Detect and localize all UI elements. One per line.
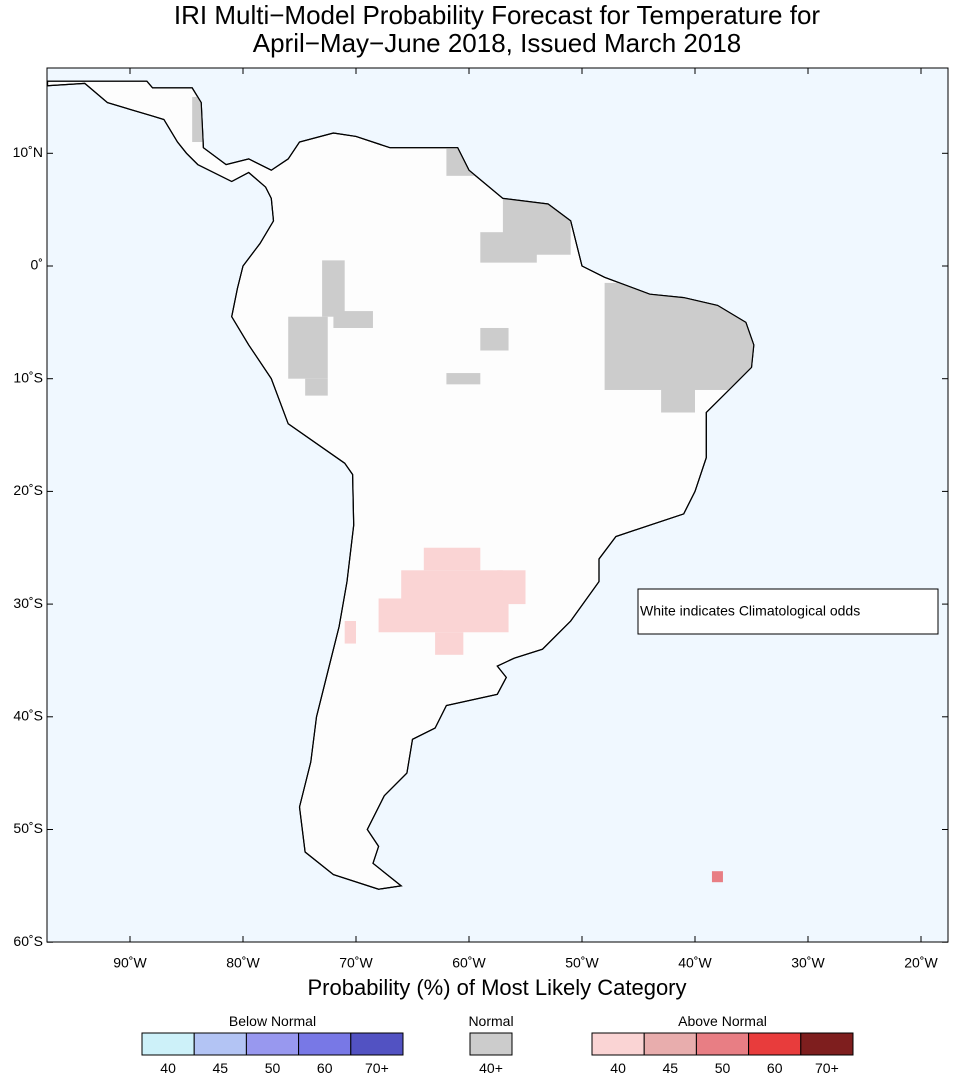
- legend-title: Probability (%) of Most Likely Category: [307, 975, 686, 1000]
- forecast-cell: [305, 378, 328, 396]
- legend-group-title: Normal: [468, 1013, 513, 1029]
- lat-tick-label: 30˚S: [13, 595, 43, 611]
- lon-tick-label: 80˚W: [226, 955, 260, 971]
- lat-tick-label: 40˚S: [13, 708, 43, 724]
- legend-label: 40: [610, 1060, 626, 1076]
- forecast-cell: [401, 570, 503, 599]
- lon-tick-label: 70˚W: [339, 955, 373, 971]
- lon-tick-label: 20˚W: [904, 955, 938, 971]
- legend-label: 40: [160, 1060, 176, 1076]
- title-line: April−May−June 2018, Issued March 2018: [253, 28, 742, 58]
- legend-swatch: [141, 1032, 195, 1056]
- legend-label: 70+: [815, 1060, 839, 1076]
- forecast-cell: [497, 570, 526, 605]
- legend-label: 45: [213, 1060, 229, 1076]
- lon-tick-label: 50˚W: [565, 955, 599, 971]
- lat-tick-label: 20˚S: [13, 482, 43, 498]
- forecast-cell: [322, 260, 345, 317]
- lon-tick-label: 60˚W: [452, 955, 486, 971]
- legend-swatch: [800, 1032, 854, 1056]
- forecast-cell: [480, 327, 509, 351]
- legend-swatch: [193, 1032, 247, 1056]
- legend-label: 45: [663, 1060, 679, 1076]
- lon-tick-label: 40˚W: [678, 955, 712, 971]
- legend-swatch: [591, 1032, 645, 1056]
- lat-tick-label: 0˚: [31, 257, 43, 273]
- legend-label: 40+: [479, 1060, 503, 1076]
- legend-label: 70+: [365, 1060, 389, 1076]
- forecast-regions: [192, 96, 754, 655]
- legend-swatch: [469, 1032, 513, 1056]
- legend-swatch: [350, 1032, 404, 1056]
- legend-swatch: [643, 1032, 697, 1056]
- legend-label: 60: [317, 1060, 333, 1076]
- forecast-cell: [344, 621, 356, 644]
- lon-tick-label: 90˚W: [113, 955, 147, 971]
- forecast-cell: [333, 311, 373, 328]
- lon-tick-label: 30˚W: [791, 955, 825, 971]
- legend-swatch: [245, 1032, 300, 1056]
- forecast-cell: [288, 316, 328, 379]
- legend-swatch: [748, 1032, 802, 1056]
- legend-label: 60: [767, 1060, 783, 1076]
- forecast-cell: [423, 547, 481, 571]
- legend-label: 50: [265, 1060, 281, 1076]
- lat-tick-label: 10˚S: [13, 369, 43, 385]
- legend-swatch: [695, 1032, 750, 1056]
- forecast-cell: [378, 598, 509, 633]
- legend-group-title: Above Normal: [678, 1013, 767, 1029]
- forecast-cell: [446, 373, 481, 385]
- legend-swatch: [298, 1032, 352, 1056]
- lat-tick-label: 50˚S: [13, 820, 43, 836]
- forecast-cell: [435, 632, 464, 655]
- coastline: [46, 80, 755, 890]
- legend-group-title: Below Normal: [229, 1013, 316, 1029]
- legend-label: 50: [715, 1060, 731, 1076]
- annotation-box: [637, 588, 939, 635]
- title-line: IRI Multi−Model Probability Forecast for…: [174, 0, 821, 30]
- forecast-cell: [480, 232, 537, 263]
- forecast-cell: [711, 871, 723, 883]
- annotation: White indicates Climatological odds: [640, 603, 860, 619]
- forecast-cell: [192, 96, 204, 143]
- forecast-cell: [661, 389, 695, 413]
- lat-tick-label: 60˚S: [13, 933, 43, 949]
- lat-tick-label: 10˚N: [13, 144, 43, 160]
